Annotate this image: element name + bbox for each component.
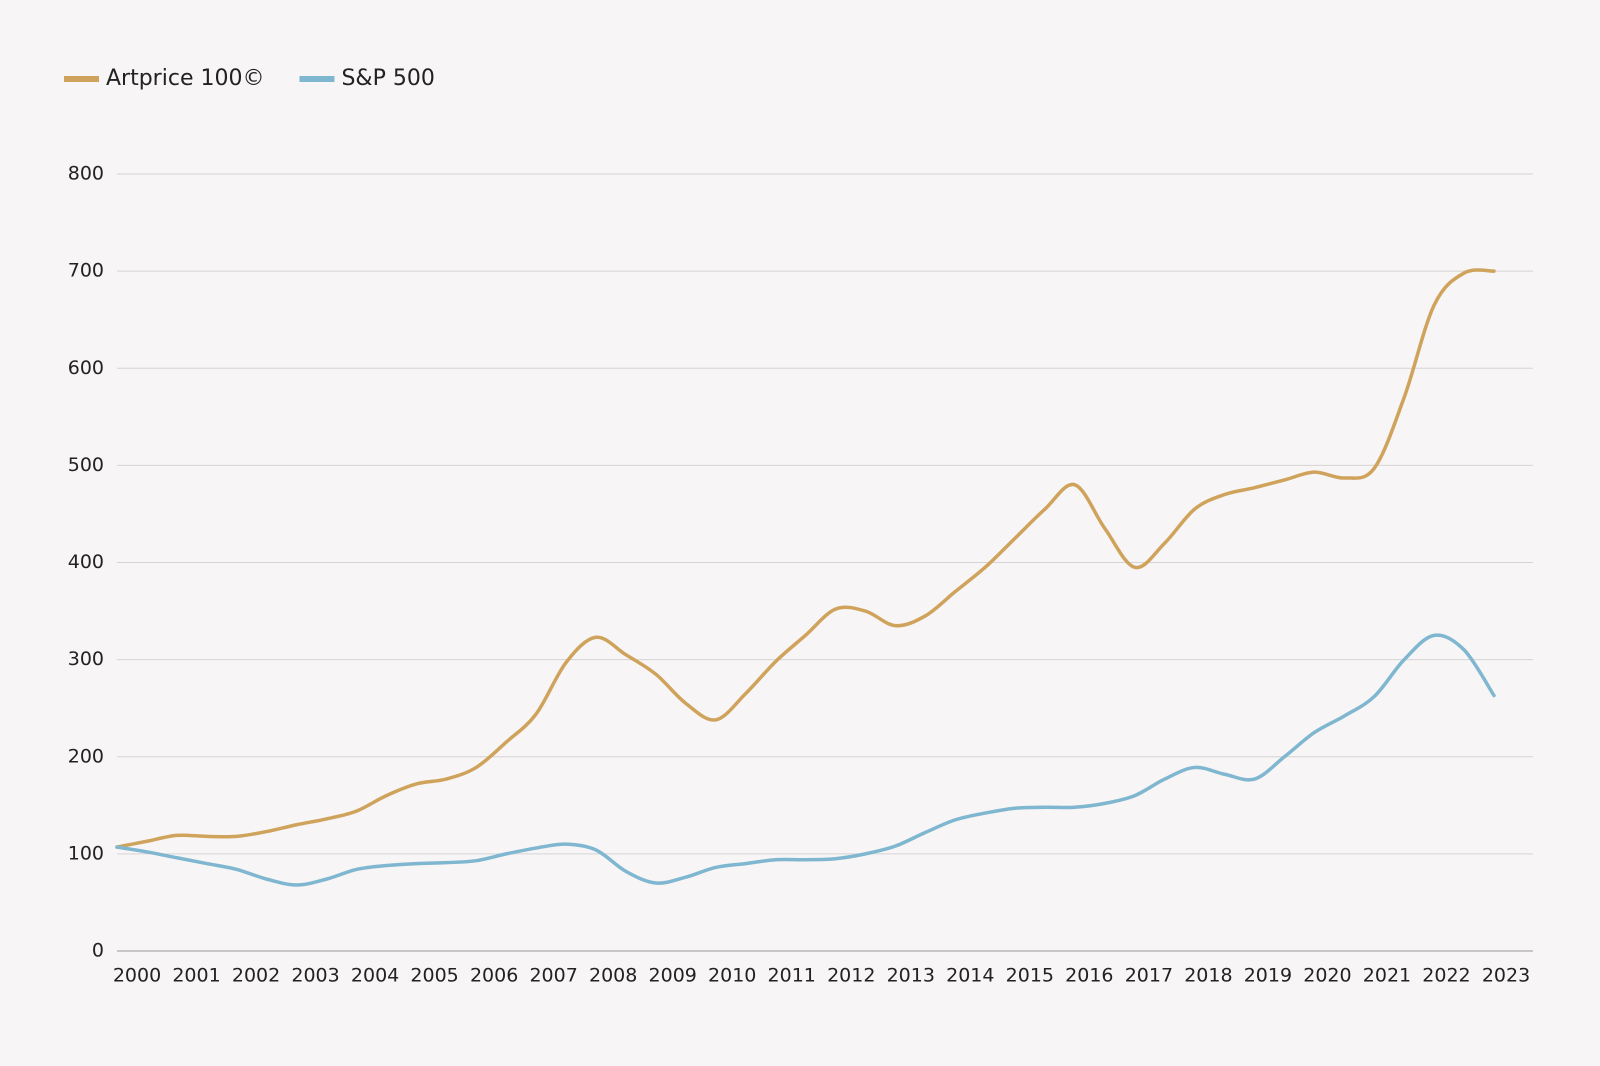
x-tick-label: 2017 bbox=[1125, 965, 1173, 987]
x-tick-label: 2009 bbox=[649, 965, 697, 987]
y-tick-label: 200 bbox=[68, 745, 104, 767]
y-tick-label: 800 bbox=[68, 163, 104, 185]
x-tick-label: 2006 bbox=[470, 965, 518, 987]
x-tick-label: 2007 bbox=[529, 965, 577, 987]
x-tick-label: 2011 bbox=[768, 965, 816, 987]
x-tick-label: 2005 bbox=[410, 965, 458, 987]
x-tick-label: 2013 bbox=[887, 965, 935, 987]
x-tick-label: 2004 bbox=[351, 965, 399, 987]
x-tick-label: 2020 bbox=[1303, 965, 1351, 987]
legend: Artprice 100© S&P 500 bbox=[64, 66, 435, 91]
y-tick-label: 400 bbox=[68, 551, 104, 573]
x-tick-label: 2001 bbox=[172, 965, 220, 987]
x-tick-label: 2021 bbox=[1363, 965, 1411, 987]
legend-label: Artprice 100© bbox=[106, 66, 264, 91]
x-tick-label: 2010 bbox=[708, 965, 756, 987]
x-tick-label: 2003 bbox=[291, 965, 339, 987]
x-tick-label: 2000 bbox=[113, 965, 161, 987]
series-line bbox=[115, 268, 1496, 849]
y-tick-label: 500 bbox=[68, 454, 104, 476]
y-tick-label: 300 bbox=[68, 648, 104, 670]
series-line bbox=[115, 633, 1496, 887]
legend-label: S&P 500 bbox=[341, 66, 434, 91]
x-tick-label: 2018 bbox=[1184, 965, 1232, 987]
y-tick-label: 700 bbox=[68, 260, 104, 282]
y-tick-label: 0 bbox=[92, 940, 104, 962]
x-tick-label: 2016 bbox=[1065, 965, 1113, 987]
x-tick-label: 2023 bbox=[1482, 965, 1530, 987]
x-tick-label: 2012 bbox=[827, 965, 875, 987]
x-tick-label: 2015 bbox=[1006, 965, 1054, 987]
y-tick-label: 600 bbox=[68, 357, 104, 379]
x-tick-label: 2019 bbox=[1244, 965, 1292, 987]
x-tick-label: 2008 bbox=[589, 965, 637, 987]
x-tick-label: 2002 bbox=[232, 965, 280, 987]
x-tick-label: 2022 bbox=[1422, 965, 1470, 987]
y-tick-label: 100 bbox=[68, 842, 104, 864]
x-tick-label: 2014 bbox=[946, 965, 994, 987]
